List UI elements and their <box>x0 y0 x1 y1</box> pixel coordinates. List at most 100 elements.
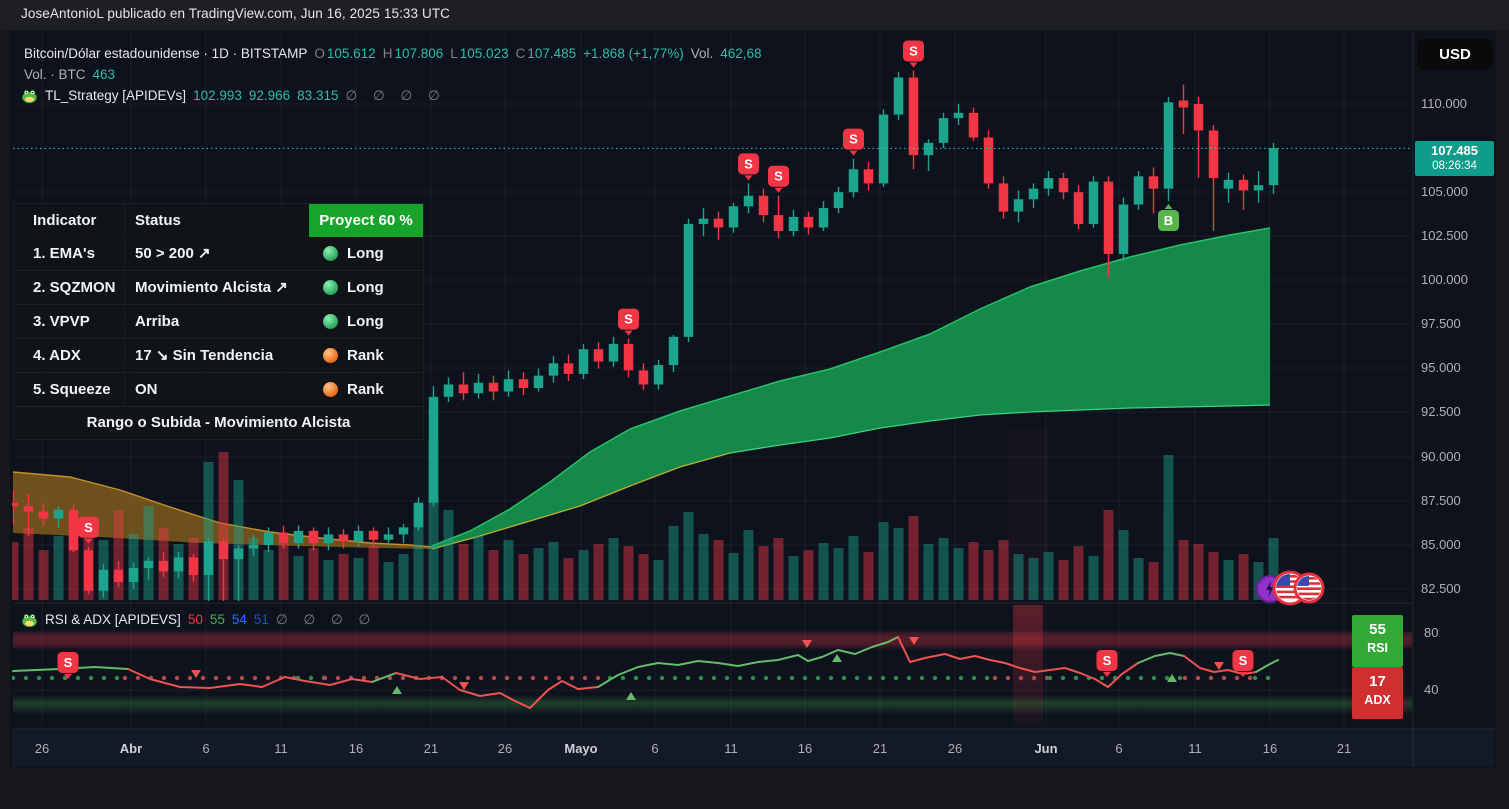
volume-bar <box>638 554 649 600</box>
candle-body <box>383 534 394 540</box>
signal-markers: S S S S S S B <box>78 40 1179 544</box>
rsi-line <box>12 636 1279 709</box>
proyect-button[interactable]: Proyect 60 % <box>309 204 423 237</box>
sell-signal-pin: S <box>843 128 864 156</box>
indicator-signal: Rank <box>309 339 423 372</box>
svg-text:S: S <box>64 655 73 670</box>
candle-body <box>218 541 229 560</box>
table-row: 1. EMA's 50 > 200 ↗ Long <box>14 237 423 270</box>
rsi-value-badge: 55 RSI <box>1352 615 1403 667</box>
ema-cloud <box>432 228 1270 549</box>
candle-body <box>593 349 604 362</box>
volume-bar <box>398 554 409 600</box>
candle-body <box>848 169 859 193</box>
svg-text:S: S <box>909 43 918 58</box>
volume-bar <box>653 560 664 600</box>
last-price-value: 107.485 <box>1431 143 1478 158</box>
candle-body <box>458 384 469 394</box>
candle-body <box>923 142 934 156</box>
volume-bar <box>263 550 274 600</box>
candles <box>12 70 1279 601</box>
time-axis-strip[interactable] <box>12 730 1495 767</box>
table-row: 4. ADX 17 ↘ Sin Tendencia Rank <box>14 338 423 372</box>
indicator-status: ON <box>135 381 158 398</box>
candle-body <box>938 118 949 143</box>
ema-band-orange <box>13 472 432 549</box>
volume-bar <box>1013 554 1024 600</box>
volume-bar <box>383 562 394 600</box>
candle-body <box>503 379 514 392</box>
candle-body <box>863 169 874 184</box>
volume-bar <box>908 516 919 600</box>
volume-bar <box>743 530 754 600</box>
candle-body <box>173 557 184 572</box>
candle-body <box>1163 102 1174 189</box>
volume-bar <box>1058 560 1069 600</box>
candle-body <box>998 183 1009 212</box>
volume-bar <box>323 560 334 600</box>
bullish-triangle-icon <box>626 692 636 700</box>
candle-body <box>1208 130 1219 179</box>
volume-bar <box>668 526 679 600</box>
candle-body <box>1133 176 1144 205</box>
candle-body <box>38 511 49 519</box>
candle-body <box>1043 178 1054 189</box>
candle-body <box>698 218 709 224</box>
candle-body <box>188 557 199 575</box>
volume-bar <box>593 544 604 600</box>
volume-bar <box>1148 562 1159 600</box>
volume-bar <box>428 440 439 600</box>
candle-body <box>203 541 214 575</box>
sell-signal-pin: S <box>738 153 759 181</box>
table-header-indicator: Indicator <box>14 204 125 237</box>
bar-countdown: 08:26:34 <box>1432 160 1477 172</box>
table-body: 1. EMA's 50 > 200 ↗ Long 2. SQZMON Movimient… <box>14 237 423 406</box>
candle-body <box>548 363 559 376</box>
candle-body <box>728 206 739 228</box>
volume-bar <box>773 538 784 600</box>
svg-text:S: S <box>774 169 783 184</box>
currency-toggle-button[interactable]: USD <box>1417 39 1493 70</box>
volume-bar <box>1073 546 1084 600</box>
bearish-triangle-icon <box>459 682 469 690</box>
candle-body <box>1148 176 1159 189</box>
candle-body <box>953 112 964 119</box>
svg-text:S: S <box>744 156 753 171</box>
table-header-status: Status <box>135 212 181 229</box>
candle-body <box>398 527 409 535</box>
candle-body <box>263 532 274 545</box>
volume-bar <box>923 544 934 600</box>
candle-body <box>53 509 64 519</box>
volume-bar <box>608 538 619 600</box>
volume-bar <box>203 462 214 600</box>
volume-bar <box>53 536 64 600</box>
volume-bar <box>758 546 769 600</box>
table-row: 2. SQZMON Movimiento Alcista ↗ Long <box>14 270 423 304</box>
volume-bar <box>143 506 154 600</box>
candle-body <box>1253 185 1264 191</box>
volume-bar <box>1208 552 1219 600</box>
sell-signal-pin: S <box>57 652 79 679</box>
volume-bar <box>293 556 304 600</box>
volume-bar <box>578 550 589 600</box>
volume-bar <box>1163 455 1174 600</box>
sell-signal-pin: S <box>768 165 789 193</box>
signal-label: Rank <box>347 347 384 364</box>
sell-signal-pin: S <box>903 40 924 68</box>
volume-bar <box>113 510 124 600</box>
volume-bar <box>458 544 469 600</box>
volume-bar <box>893 528 904 600</box>
candle-body <box>1178 100 1189 108</box>
signal-dot-icon <box>323 382 338 397</box>
candle-body <box>473 382 484 394</box>
us-flag-sticker-icon <box>1293 572 1325 604</box>
candle-body <box>143 560 154 568</box>
volume-bar <box>1103 510 1114 600</box>
candle-body <box>338 534 349 542</box>
volume-bar <box>1043 552 1054 600</box>
signal-dot-icon <box>323 348 338 363</box>
candle-body <box>278 532 289 544</box>
volume-bar <box>443 510 454 600</box>
candle-body <box>293 530 304 544</box>
